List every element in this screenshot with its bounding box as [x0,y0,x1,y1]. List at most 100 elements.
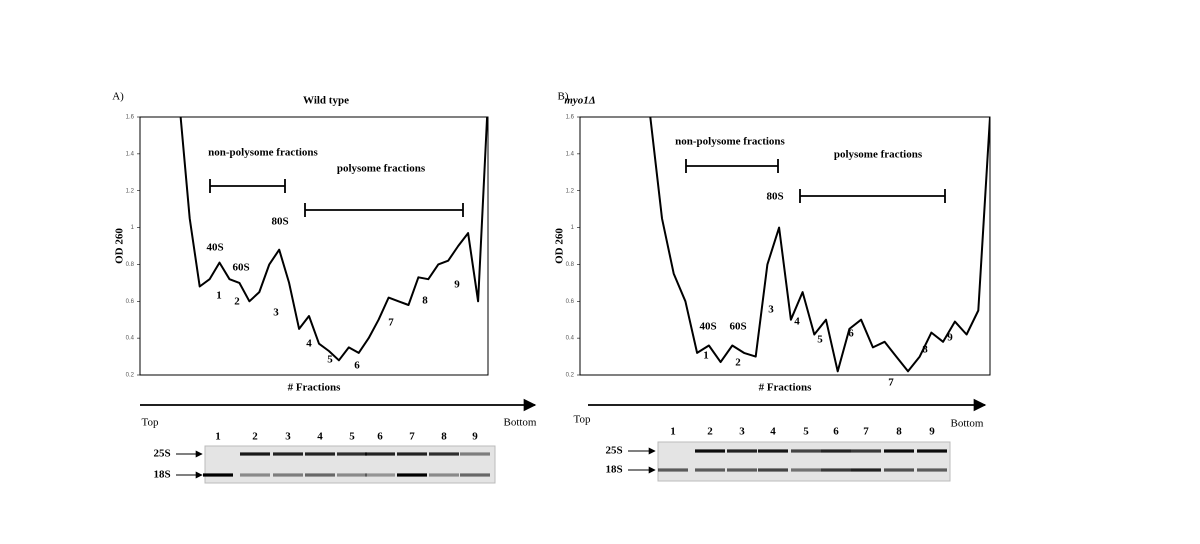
annotation: 8 [422,295,428,307]
band-label: 18S [153,469,170,481]
y-tick-label: 0.4 [126,336,135,342]
annotation: 40S [206,242,223,254]
chart-title: Wild type [303,95,349,107]
lane-label: 4 [317,431,323,443]
lane-label: 6 [377,431,383,443]
y-axis-label: OD 260 [114,228,126,264]
gel-band [727,449,757,453]
gel-band [758,468,788,472]
annotation: non-polysome fractions [208,147,318,159]
panel-label: B) [558,91,569,103]
fraction-bracket [685,159,779,173]
y-tick-label: 1.4 [126,151,135,157]
y-tick-label: 1.6 [126,115,135,121]
gel-band [397,452,427,456]
lane-label: 7 [409,431,415,443]
annotation: polysome fractions [337,163,426,175]
annotation: 2 [735,357,741,369]
gel-band [695,449,725,453]
gel-band [821,468,851,472]
fraction-bracket [799,189,946,203]
gel-band [337,473,367,477]
lane-label: 5 [803,426,809,438]
gel-image [204,445,496,484]
lane-label: 9 [472,431,478,443]
gel-band [821,449,851,453]
y-tick-label: 1.6 [566,115,575,121]
direction-label: Top [142,417,159,429]
direction-label: Bottom [503,417,536,429]
od-trace [649,117,990,373]
lane-label: 2 [707,426,713,438]
direction-label: Top [574,414,591,426]
annotation: 8 [922,344,928,356]
gel-band [851,468,881,472]
gel-band [240,473,270,477]
lane-label: 8 [896,426,902,438]
od-trace [179,117,488,362]
y-tick-label: 0.2 [566,373,575,379]
lane-label: 1 [670,426,676,438]
annotation: 9 [947,332,953,344]
y-tick-label: 0.8 [126,262,135,268]
annotation: non-polysome fractions [675,136,785,148]
chart-title: myo1Δ [564,95,595,107]
lane-label: 3 [739,426,745,438]
y-tick-label: 1.2 [126,188,135,194]
annotation: 4 [794,316,800,328]
y-tick-label: 0.6 [566,299,575,305]
annotation: 1 [216,290,222,302]
gel-band [365,452,395,456]
annotation: 2 [234,296,240,308]
y-tick-label: 0.4 [566,336,575,342]
gel-band [305,473,335,477]
gel-band [305,452,335,456]
gel-band [758,449,788,453]
band-label: 25S [153,448,170,460]
gel-band [917,468,947,472]
y-tick-label: 1.2 [566,188,575,194]
fraction-bracket [304,203,464,217]
y-tick-label: 1 [131,225,135,231]
annotation: 4 [306,338,312,350]
gel-band [884,449,914,453]
gel-band [240,452,270,456]
gel-band [917,449,947,453]
plot-frame [579,116,991,376]
gel-band [851,449,881,453]
gel-band [695,468,725,472]
annotation: 80S [766,191,783,203]
gel-band [727,468,757,472]
gel-band [337,452,367,456]
lane-label: 7 [863,426,869,438]
gel-band [397,473,427,477]
lane-label: 6 [833,426,839,438]
annotation: 80S [271,216,288,228]
lane-label: 2 [252,431,258,443]
gel-band [273,473,303,477]
gel-band [460,452,490,456]
y-tick-label: 1 [571,225,575,231]
x-axis-label: # Fractions [288,382,342,394]
panel-label: A) [112,91,124,103]
y-axis-label: OD 260 [554,228,566,264]
gel-band [658,468,688,472]
gel-image [657,441,951,482]
x-axis-label: # Fractions [759,382,813,394]
annotation: 60S [729,321,746,333]
gel-band [273,452,303,456]
y-tick-label: 0.8 [566,262,575,268]
gel-band [884,468,914,472]
gel-band [429,452,459,456]
annotation: 7 [888,377,894,389]
annotation: polysome fractions [834,149,923,161]
lane-label: 8 [441,431,447,443]
lane-label: 4 [770,426,776,438]
y-tick-label: 0.2 [126,373,135,379]
lane-label: 3 [285,431,291,443]
gel-band [460,473,490,477]
gel-band [365,473,395,477]
lane-label: 1 [215,431,221,443]
annotation: 5 [327,354,333,366]
